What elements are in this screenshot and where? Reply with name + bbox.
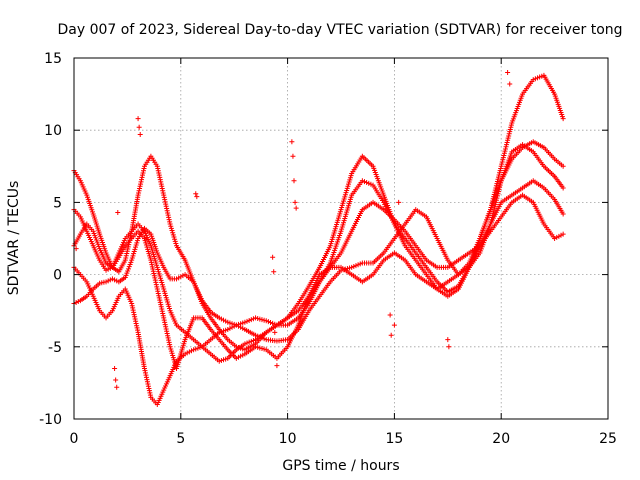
- data-point: [115, 210, 121, 216]
- data-point: [135, 116, 141, 122]
- data-point: [560, 211, 566, 217]
- data-point: [112, 365, 118, 371]
- data-point: [391, 322, 397, 328]
- series-track-1: [71, 139, 566, 344]
- y-tick-label: 0: [53, 268, 62, 284]
- x-tick-label: 25: [599, 431, 617, 447]
- series-track-4: [71, 178, 566, 364]
- data-point: [136, 124, 142, 130]
- data-point: [560, 185, 566, 191]
- data-point: [560, 231, 566, 237]
- series-outliers: [73, 69, 513, 390]
- data-point: [270, 254, 276, 260]
- data-point: [388, 332, 394, 338]
- data-point: [274, 363, 280, 369]
- chart-title: Day 007 of 2023, Sidereal Day-to-day VTE…: [57, 22, 622, 38]
- data-point: [290, 153, 296, 159]
- y-axis-label: SDTVAR / TECUs: [6, 181, 22, 296]
- data-point: [507, 81, 513, 87]
- y-tick-label: -10: [39, 412, 62, 428]
- y-tick-label: 5: [53, 195, 62, 211]
- data-point: [193, 191, 199, 197]
- tick-labels: 0 5 10 15 20 25 -10 -5 0 5 10 15: [39, 51, 617, 447]
- x-tick-label: 15: [385, 431, 403, 447]
- data-point: [560, 163, 566, 169]
- x-tick-label: 0: [70, 431, 79, 447]
- data-point: [446, 344, 452, 350]
- data-point: [396, 199, 402, 205]
- data-point: [387, 312, 393, 318]
- y-tick-label: -5: [48, 340, 62, 356]
- data-point: [114, 384, 120, 390]
- plot-frame: [73, 57, 609, 420]
- data-point: [289, 139, 295, 145]
- data-point: [293, 205, 299, 211]
- data-point: [292, 199, 298, 205]
- axis-ticks: [73, 57, 609, 420]
- data-point: [113, 377, 119, 383]
- data-point: [194, 194, 200, 200]
- series-track-5: [71, 192, 566, 408]
- data-point: [137, 132, 143, 138]
- y-tick-label: 10: [44, 123, 62, 139]
- data-point: [272, 329, 278, 335]
- x-tick-label: 20: [492, 431, 510, 447]
- x-axis-label: GPS time / hours: [282, 458, 399, 474]
- data-point: [445, 337, 451, 343]
- data-point: [505, 69, 511, 75]
- y-tick-label: 15: [44, 51, 62, 67]
- data-point: [560, 116, 566, 122]
- data-marks: [71, 69, 566, 408]
- x-tick-label: 5: [176, 431, 185, 447]
- x-tick-label: 10: [279, 431, 297, 447]
- data-point: [291, 178, 297, 184]
- data-point: [271, 269, 277, 275]
